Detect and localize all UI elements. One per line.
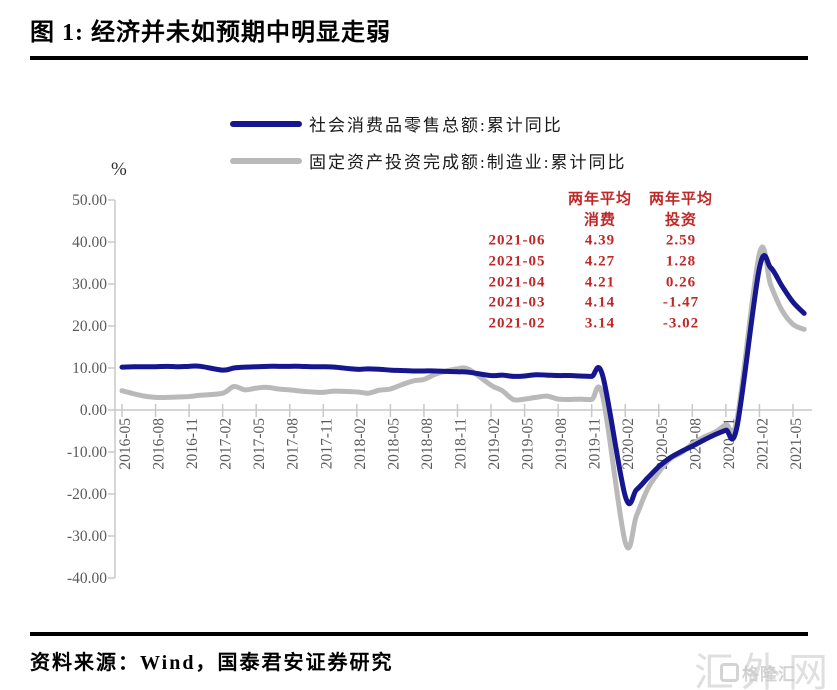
annotation-header-investment-2: 投资: [664, 212, 698, 229]
annotation-row-date: 2021-06: [488, 232, 546, 249]
y-tick-label: 50.00: [72, 192, 107, 209]
x-tick-label: 2019-11: [587, 418, 604, 469]
annotation-header-consumption-2: 消费: [583, 212, 617, 229]
annotation-row-investment: -1.47: [662, 294, 700, 311]
annotation-row-investment: 2.59: [665, 232, 697, 249]
y-tick-label: 20.00: [72, 318, 107, 335]
watermark-small-label: 格隆汇: [742, 665, 796, 684]
source-note: 资料来源：Wind，国泰君安证券研究: [30, 652, 394, 674]
annotation-row-investment: 0.26: [665, 274, 697, 291]
y-tick-label: -10.00: [67, 444, 107, 461]
annotation-header-investment-1: 两年平均: [648, 191, 714, 208]
watermark-text: 汇外网: [694, 650, 835, 690]
legend-item-retail: 社会消费品零售总额:累计同比: [230, 105, 626, 142]
x-tick-label: 2016-08: [151, 418, 168, 470]
annotation-row-consumption: 4.14: [584, 294, 616, 311]
series-line-retail: [119, 253, 807, 507]
annotation-row-investment: -3.02: [662, 315, 700, 332]
legend-label-investment: 固定资产投资完成额:制造业:累计同比: [309, 153, 627, 172]
watermark-logo-icon: [720, 663, 739, 682]
y-tick-label: -40.00: [67, 570, 107, 587]
x-tick-label: 2020-02: [620, 418, 637, 470]
annotation-row-date: 2021-05: [488, 253, 546, 270]
legend-line-gray-swatch: [230, 157, 302, 164]
x-tick-label: 2016-11: [184, 418, 201, 469]
y-tick-label: 10.00: [72, 360, 107, 377]
figure-title: 图 1: 经济并未如预期中明显走弱: [30, 20, 391, 46]
annotation-row-consumption: 4.39: [584, 232, 616, 249]
x-tick-label: 2018-08: [419, 418, 436, 470]
annotation-row-consumption: 3.14: [584, 315, 616, 332]
x-tick-label: 2021-02: [754, 418, 771, 470]
y-tick-label: -20.00: [67, 486, 107, 503]
y-tick-label: -30.00: [67, 528, 107, 545]
y-tick-label: 0.00: [80, 402, 107, 419]
annotation-row-investment: 1.28: [665, 253, 697, 270]
annotation-row-date: 2021-03: [488, 294, 546, 311]
x-tick-label: 2016-05: [117, 418, 134, 470]
y-tick-label: 30.00: [72, 276, 107, 293]
title-divider: [30, 56, 808, 60]
watermark-badge: 格隆汇: [720, 660, 796, 685]
series-line-investment: [119, 244, 807, 551]
annotation-row-consumption: 4.27: [584, 253, 616, 270]
y-axis-unit-label: %: [111, 159, 127, 180]
x-tick-label: 2018-02: [352, 418, 369, 470]
annotation-row-date: 2021-04: [488, 274, 546, 291]
legend-line-navy-swatch: [230, 120, 302, 127]
x-tick-label: 2017-08: [285, 418, 302, 470]
legend-item-investment: 固定资产投资完成额:制造业:累计同比: [230, 142, 626, 179]
x-tick-label: 2021-05: [788, 418, 805, 470]
x-tick-label: 2018-05: [385, 418, 402, 470]
x-tick-label: 2020-05: [654, 418, 671, 470]
footer-divider: [30, 632, 808, 636]
legend-label-retail: 社会消费品零售总额:累计同比: [309, 116, 563, 135]
y-tick-label: 40.00: [72, 234, 107, 251]
x-tick-label: 2019-05: [520, 418, 537, 470]
annotation-row-date: 2021-02: [488, 315, 546, 332]
x-tick-label: 2019-08: [553, 418, 570, 470]
x-tick-label: 2017-11: [318, 418, 335, 469]
x-tick-label: 2018-11: [452, 418, 469, 469]
x-tick-label: 2017-02: [218, 418, 235, 470]
annotation-row-consumption: 4.21: [584, 274, 616, 291]
annotation-header-consumption-1: 两年平均: [567, 191, 633, 208]
x-tick-label: 2017-05: [251, 418, 268, 470]
chart-legend: 社会消费品零售总额:累计同比 固定资产投资完成额:制造业:累计同比: [230, 105, 626, 179]
x-tick-label: 2019-02: [486, 418, 503, 470]
